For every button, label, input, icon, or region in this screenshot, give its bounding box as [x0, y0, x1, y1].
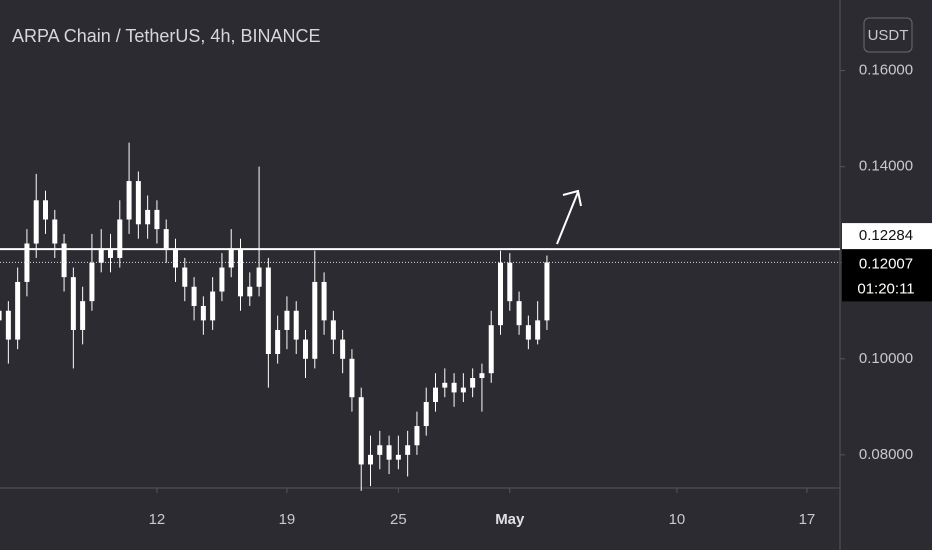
candle-body	[265, 267, 271, 354]
candle-body	[498, 262, 504, 326]
candle-body	[358, 397, 364, 465]
horizontal-line-label: 0.12284	[859, 227, 913, 244]
candle-body	[108, 248, 114, 258]
y-tick-label: 0.16000	[859, 62, 913, 79]
candle-body	[386, 445, 392, 460]
candle-body	[423, 402, 429, 427]
candle-body	[52, 219, 58, 244]
candle-body	[98, 248, 104, 263]
candle-body	[275, 329, 281, 354]
candle-body	[163, 229, 169, 249]
candle-body	[145, 209, 151, 225]
countdown: 01:20:11	[857, 280, 914, 297]
currency-button-frame[interactable]	[863, 17, 913, 53]
last-price-box	[842, 249, 932, 302]
candle-body	[24, 243, 30, 282]
candle-body	[80, 301, 86, 330]
currency-button[interactable]: USDT	[868, 27, 909, 44]
candle-body	[442, 382, 448, 388]
candle-body	[433, 387, 439, 403]
candle-body	[15, 281, 21, 340]
candle-body	[507, 262, 513, 302]
candle-body	[126, 181, 132, 220]
candle-body	[340, 339, 346, 359]
candle-body	[219, 267, 225, 292]
candle-body	[405, 445, 411, 455]
candle-body	[247, 286, 253, 297]
candle-body	[330, 320, 336, 340]
candle-body	[479, 373, 485, 379]
candle-body	[312, 281, 318, 359]
x-tick-label: 10	[669, 511, 686, 528]
y-tick-label: 0.08000	[859, 446, 913, 463]
candle-body	[135, 181, 141, 225]
candle-body	[70, 277, 76, 330]
candle-body	[89, 262, 95, 302]
candle-body	[525, 325, 531, 340]
candle-body	[256, 267, 262, 287]
candle-body	[293, 310, 299, 340]
candle-body	[488, 325, 494, 374]
candle-body	[451, 382, 457, 393]
y-tick-label: 0.14000	[859, 158, 913, 175]
x-tick-label: 12	[149, 511, 166, 528]
x-tick-label: May	[495, 511, 525, 528]
y-tick-label: 0.10000	[859, 350, 913, 367]
candle-body	[395, 454, 401, 460]
candle-body	[516, 301, 522, 326]
plot: 0.08000 0.10000 0.14000 0.16000 12 19 25 May 10 1…	[0, 62, 932, 528]
candle-body	[61, 243, 67, 278]
horizontal-line-label-box	[842, 223, 932, 250]
candle-body	[460, 387, 466, 393]
last-price-label: 0.12007	[859, 255, 913, 272]
x-tick-label: 25	[390, 511, 407, 528]
candle-body	[154, 209, 160, 230]
candle-body	[228, 248, 234, 268]
candle-body	[200, 305, 206, 321]
arrow-shaft	[556, 191, 579, 245]
x-tick-label: 17	[799, 511, 816, 528]
candle-body	[182, 267, 188, 287]
candle-body	[33, 200, 39, 244]
candle-body	[173, 248, 179, 268]
candle-body	[303, 339, 309, 359]
arrow-head	[562, 189, 582, 207]
candle-body	[414, 426, 420, 446]
candle-body	[191, 286, 197, 306]
candle-body	[284, 310, 290, 330]
candle-body	[43, 200, 49, 220]
candle-body	[238, 248, 244, 297]
candle-body	[210, 291, 216, 321]
candle-body	[368, 454, 374, 465]
candle-body	[5, 310, 11, 340]
candle-body	[321, 281, 327, 321]
x-tick-label: 19	[279, 511, 296, 528]
candle-body	[535, 320, 541, 340]
candle-body	[0, 310, 2, 321]
arrow	[556, 189, 582, 245]
candle-body	[544, 262, 550, 321]
chart-title: ARPA Chain / TetherUS, 4h, BINANCE	[12, 26, 320, 46]
candle-body	[117, 219, 123, 258]
candle-body	[470, 378, 476, 388]
candle-body	[377, 445, 383, 455]
candle-body	[349, 358, 355, 398]
